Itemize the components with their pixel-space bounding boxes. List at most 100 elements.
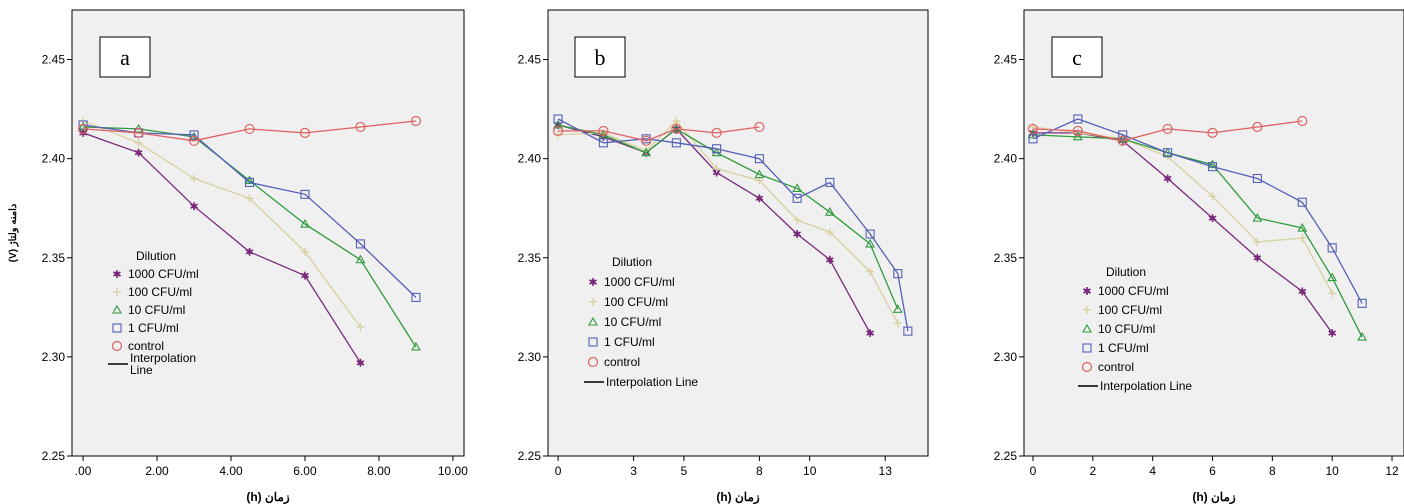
data-point	[755, 194, 764, 203]
x-tick-label: 8.00	[367, 464, 391, 478]
x-tick-label: 6.00	[293, 464, 317, 478]
panel-label: c	[1072, 45, 1082, 70]
y-tick-label: 2.35	[518, 251, 542, 265]
data-point	[792, 193, 802, 203]
legend-marker	[113, 270, 121, 278]
x-tick-label: 2.00	[145, 464, 169, 478]
series-line	[1032, 120, 1303, 142]
y-tick-label: 2.35	[42, 251, 66, 265]
data-point	[641, 135, 652, 146]
data-point	[134, 148, 143, 157]
legend-label: 1000 CFU/ml	[604, 275, 675, 289]
data-point	[866, 267, 875, 276]
legend-item: 10 CFU/ml	[112, 303, 185, 317]
data-point	[671, 138, 681, 148]
y-tick-label: 2.45	[994, 53, 1018, 67]
legend: Dilution 1000 CFU/ml 100 CFU/ml 10 CFU/ml 1 …	[108, 249, 199, 377]
panel-label: b	[595, 45, 606, 70]
data-point	[244, 177, 255, 188]
data-point	[78, 120, 88, 130]
legend-item: 1 CFU/ml	[112, 321, 179, 335]
series-line	[558, 126, 760, 142]
legend-item: 1000 CFU/ml	[589, 275, 675, 289]
x-tick-label: 10.00	[438, 464, 468, 478]
data-point	[598, 125, 609, 137]
data-point	[245, 194, 254, 203]
data-point	[1208, 192, 1217, 201]
legend-title: Dilution	[612, 255, 652, 269]
legend-item: 10 CFU/ml	[588, 315, 661, 329]
series-line	[83, 120, 416, 142]
data-point	[1357, 298, 1367, 308]
legend-label: Interpolation Line	[130, 351, 196, 377]
data-point	[1117, 135, 1128, 146]
data-point	[754, 154, 764, 164]
data-point	[671, 123, 682, 135]
legend-marker	[1083, 287, 1091, 295]
series-1000-cfu-ml	[79, 128, 365, 367]
data-point	[77, 123, 89, 135]
data-point	[1253, 253, 1262, 262]
y-tick-label: 2.40	[994, 152, 1018, 166]
data-point	[301, 271, 309, 280]
data-point	[300, 218, 310, 228]
data-point	[1027, 123, 1039, 135]
legend-label: control	[604, 355, 640, 369]
legend-item: 1000 CFU/ml	[1083, 284, 1169, 298]
data-point	[1297, 115, 1308, 127]
x-tick-label: 0	[1030, 464, 1037, 478]
data-point	[411, 292, 421, 302]
x-axis-title: زمان (h)	[246, 490, 290, 504]
panel-label-box	[99, 36, 151, 78]
data-point	[712, 144, 722, 154]
legend-marker	[588, 316, 598, 326]
legend-label: 10 CFU/ml	[1098, 322, 1155, 336]
data-point	[865, 238, 876, 248]
legend-marker	[112, 304, 122, 314]
series-line	[1032, 134, 1363, 338]
data-point	[190, 202, 198, 211]
x-axis-title: زمان (h)	[716, 490, 760, 504]
series-line	[82, 132, 362, 364]
y-tick-label: 2.25	[994, 449, 1018, 463]
y-tick-label: 2.40	[42, 152, 66, 166]
y-tick-label: 2.30	[42, 350, 66, 364]
data-point	[245, 247, 254, 256]
data-point	[1297, 197, 1307, 207]
data-point	[1327, 272, 1338, 282]
plot-area	[71, 9, 465, 457]
series-line	[1032, 118, 1363, 304]
series-line	[557, 118, 909, 332]
x-axis-title: زمان (h)	[1192, 490, 1236, 504]
legend-marker	[587, 356, 599, 368]
panel-label: a	[120, 45, 130, 70]
chart-panel-a: 2.25 2.30 2.35 2.40 2.45 .00 2.00 4.00 6.00 8.00 1…	[8, 9, 468, 504]
data-point	[1207, 159, 1218, 169]
legend-item: control	[111, 339, 164, 353]
data-point	[1118, 130, 1128, 140]
legend-title: Dilution	[1106, 265, 1146, 279]
data-point	[1298, 287, 1307, 296]
legend-item: 100 CFU/ml	[113, 285, 192, 299]
data-point	[1028, 134, 1038, 144]
x-tick-label: 4	[1149, 464, 1156, 478]
legend-item: 100 CFU/ml	[589, 295, 668, 309]
y-tick-label: 2.35	[994, 251, 1018, 265]
legend-marker	[1082, 343, 1092, 353]
data-point	[641, 147, 652, 157]
data-point	[903, 326, 913, 336]
x-tick-label: 8	[1269, 464, 1276, 478]
data-point	[1357, 331, 1368, 341]
data-point	[553, 119, 564, 129]
legend-item: 1 CFU/ml	[588, 335, 655, 349]
y-tick-label: 2.45	[518, 53, 542, 67]
data-point	[300, 189, 310, 199]
legend-label: 1 CFU/ml	[128, 321, 179, 335]
y-tick-label: 2.25	[42, 449, 66, 463]
data-point	[1253, 237, 1262, 246]
legend-label: Interpolation Line	[606, 375, 698, 389]
y-tick-label: 2.25	[518, 449, 542, 463]
data-point	[824, 207, 835, 216]
series-line	[557, 124, 899, 310]
legend-label: control	[1098, 360, 1134, 374]
